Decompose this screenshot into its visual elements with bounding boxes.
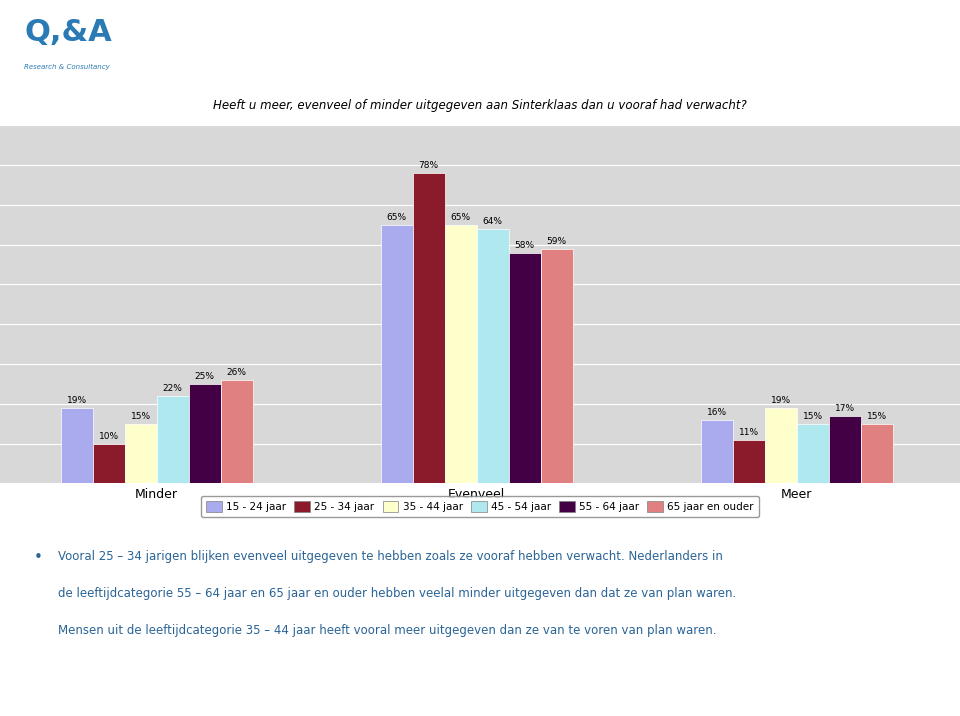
Bar	[221, 380, 252, 483]
Text: Vooral 25 – 34 jarigen blijken evenveel uitgegeven te hebben zoals ze vooraf heb: Vooral 25 – 34 jarigen blijken evenveel …	[58, 550, 723, 563]
Text: 19%: 19%	[771, 396, 791, 405]
Legend: 15 - 24 jaar, 25 - 34 jaar, 35 - 44 jaar, 45 - 54 jaar, 55 - 64 jaar, 65 jaar en: 15 - 24 jaar, 25 - 34 jaar, 35 - 44 jaar…	[201, 496, 759, 517]
Text: 16%: 16%	[707, 408, 727, 417]
Text: 15%: 15%	[131, 412, 151, 421]
Bar	[60, 407, 92, 483]
Text: 10%: 10%	[99, 432, 119, 441]
Bar	[828, 416, 860, 483]
Text: 65%: 65%	[450, 213, 470, 222]
Bar	[732, 440, 764, 483]
Text: 59%: 59%	[546, 237, 566, 246]
Text: 78%: 78%	[419, 161, 439, 170]
Text: 64%: 64%	[483, 217, 503, 226]
Text: 17%: 17%	[834, 404, 854, 413]
Text: 25%: 25%	[195, 372, 215, 381]
Bar	[860, 424, 893, 483]
Bar	[701, 420, 732, 483]
Text: Q,&A: Q,&A	[24, 18, 111, 47]
Bar	[156, 396, 188, 483]
Text: de leeftijdcategorie 55 – 64 jaar en 65 jaar en ouder hebben veelal minder uitge: de leeftijdcategorie 55 – 64 jaar en 65 …	[58, 587, 736, 600]
Bar	[540, 248, 572, 483]
Text: 15%: 15%	[803, 412, 823, 421]
Bar	[413, 173, 444, 483]
Bar	[188, 384, 221, 483]
Text: 22%: 22%	[162, 384, 182, 393]
Bar	[92, 443, 125, 483]
Text: 15%: 15%	[867, 412, 887, 421]
Text: 65%: 65%	[387, 213, 407, 222]
Bar	[476, 228, 509, 483]
Text: Sinterklaas en bestedingen (2): Sinterklaas en bestedingen (2)	[389, 31, 802, 55]
Text: 26%: 26%	[227, 368, 247, 377]
Bar	[125, 424, 156, 483]
Text: 11%: 11%	[738, 427, 758, 437]
Text: Heeft u meer, evenveel of minder uitgegeven aan Sinterklaas dan u vooraf had ver: Heeft u meer, evenveel of minder uitgege…	[213, 99, 747, 112]
Text: •: •	[34, 550, 42, 565]
Bar	[444, 225, 476, 483]
Bar	[380, 225, 413, 483]
Text: Mensen uit de leeftijdcategorie 35 – 44 jaar heeft vooral meer uitgegeven dan ze: Mensen uit de leeftijdcategorie 35 – 44 …	[58, 624, 716, 637]
Bar	[509, 253, 540, 483]
Bar	[764, 407, 797, 483]
Text: 19%: 19%	[66, 396, 86, 405]
Text: © Q&A Research & Consultancy 2008: © Q&A Research & Consultancy 2008	[374, 684, 586, 694]
Bar	[797, 424, 828, 483]
Text: Research & Consultancy: Research & Consultancy	[24, 64, 109, 70]
Bar	[10, 4, 202, 82]
Text: 58%: 58%	[515, 241, 535, 250]
